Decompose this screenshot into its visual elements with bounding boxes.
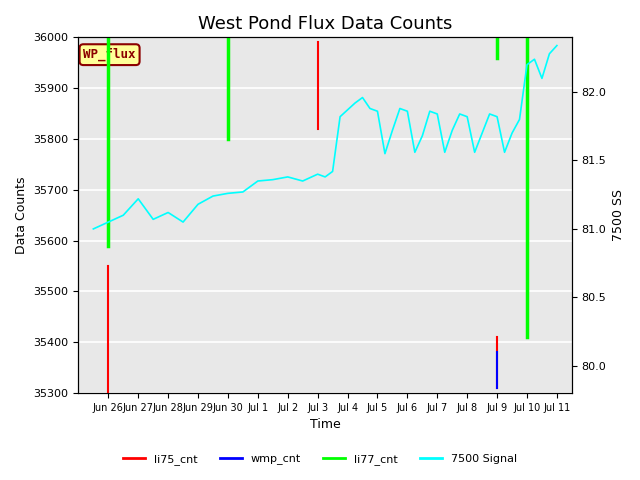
X-axis label: Time: Time	[310, 419, 340, 432]
Legend: li75_cnt, wmp_cnt, li77_cnt, 7500 Signal: li75_cnt, wmp_cnt, li77_cnt, 7500 Signal	[118, 450, 522, 469]
Y-axis label: Data Counts: Data Counts	[15, 177, 28, 254]
Title: West Pond Flux Data Counts: West Pond Flux Data Counts	[198, 15, 452, 33]
Text: WP_flux: WP_flux	[83, 48, 136, 61]
Y-axis label: 7500 SS: 7500 SS	[612, 189, 625, 241]
